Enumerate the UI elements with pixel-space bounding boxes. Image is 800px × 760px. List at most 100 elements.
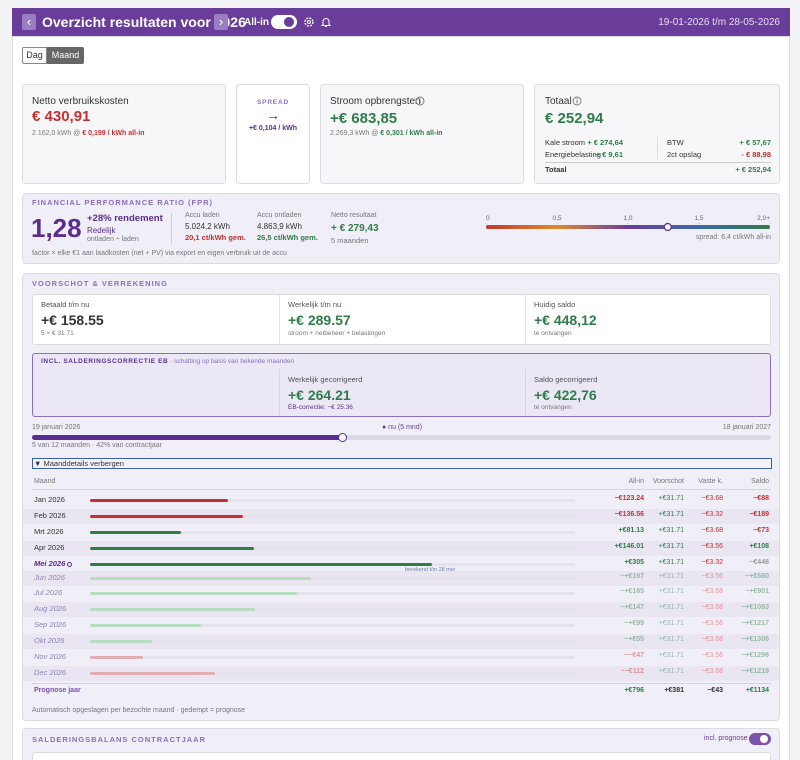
progress-start: 19 januari 2026	[32, 424, 81, 431]
row-label: Energiebelasting	[545, 150, 601, 159]
vaste-value: −€3.56	[701, 543, 723, 550]
stat-sub: 20,1 ct/kWh gem.	[185, 233, 246, 242]
cell-sub: EB-correctie: −€ 25.36	[288, 404, 353, 411]
divider	[171, 213, 172, 244]
column-header: Saldo	[751, 478, 769, 485]
toggle-knob	[284, 17, 294, 27]
tab-day[interactable]: Dag	[22, 47, 47, 64]
cell-amount: +€ 158.55	[41, 312, 104, 328]
allin-bar	[90, 515, 243, 518]
progress-end: 18 januari 2027	[722, 424, 771, 431]
cell-amount: +€ 264.21	[288, 387, 351, 403]
row-label: 2ct opslag	[667, 150, 702, 159]
graphic	[320, 18, 332, 27]
stat-label: Accu ontladen	[257, 212, 302, 219]
details-toggle[interactable]: ▼ Maanddetails verbergen	[32, 458, 772, 469]
toggle-knob	[760, 735, 768, 743]
notification-icon[interactable]	[320, 16, 332, 28]
vaste-value: −€3.68	[701, 588, 723, 595]
page-title: Overzicht resultaten voor 2026	[42, 14, 246, 30]
section-heading: SALDERINGSBALANS CONTRACTJAAR	[32, 735, 207, 744]
row-value: - € 88,98	[741, 150, 771, 159]
info-icon[interactable]	[415, 96, 425, 106]
divider	[279, 295, 280, 344]
cell-amount: +€ 289.57	[288, 312, 351, 328]
month-label: Mei 2026	[34, 559, 66, 568]
voorschot-value: +€31.71	[658, 559, 685, 566]
card-title: Stroom opbrengsten	[330, 96, 421, 107]
vaste-value: −€3.68	[701, 527, 723, 534]
month-label: Sep 2026	[34, 620, 67, 629]
saldo-value: ~+€1219	[741, 668, 769, 675]
card-detail: 2.269,3 kWh @ € 0,301 / kWh all-in	[330, 130, 443, 137]
allin-value: −€123.24	[614, 495, 644, 502]
header-bar	[12, 8, 790, 36]
bar-track	[90, 515, 575, 518]
settings-icon[interactable]	[303, 16, 315, 28]
spread-value: +€ 0,104 / kWh	[248, 125, 298, 132]
saldo-value: ~+€1083	[741, 604, 769, 611]
toggle-label: incl. prognose	[704, 735, 748, 742]
vaste-value: −€3.56	[701, 620, 723, 627]
row-label: BTW	[667, 138, 684, 147]
progress-track	[32, 433, 771, 442]
total-value: + € 252,94	[735, 165, 771, 174]
voorschot-value: +€31.71	[658, 511, 685, 518]
month-label: Apr 2026	[34, 543, 65, 552]
fpr-rating: Redelijk	[87, 226, 116, 235]
cell-amount: +€ 448,12	[534, 312, 597, 328]
allin-value: ~−€47	[624, 652, 644, 659]
cell-sub: stroom + netbeheer + belastingen	[288, 330, 386, 337]
voorschot-value: +€31.71	[658, 588, 685, 595]
total-allin: +€796	[624, 687, 644, 694]
allin-bar	[90, 531, 181, 534]
bar-track	[90, 531, 575, 534]
summary-box	[32, 294, 771, 345]
card-opbrengst	[320, 84, 524, 184]
prognose-toggle[interactable]	[749, 733, 771, 745]
date-range: 19-01-2026 t/m 28-05-2026	[658, 17, 780, 28]
month-label: Nov 2026	[34, 652, 67, 661]
voorschot-value: +€31.71	[658, 604, 685, 611]
saldo-value: ~+€1306	[741, 636, 769, 643]
spread-note: spread: 6,4 ct/kWh all-in	[695, 234, 771, 241]
stat-sub: 5 maanden	[331, 236, 369, 245]
bar-track	[90, 592, 575, 595]
bar-track	[90, 640, 575, 643]
progress-thumb	[338, 433, 348, 442]
vaste-value: −€3.56	[701, 573, 723, 580]
gauge-tick-label: 0	[486, 215, 490, 222]
vaste-value: −€3.32	[701, 559, 723, 566]
row-value: + € 274,64	[587, 138, 623, 147]
toggle-label: All-in	[244, 17, 269, 28]
allin-value: ~+€55	[624, 636, 644, 643]
row-value: + € 57,67	[739, 138, 772, 147]
allin-bar	[90, 547, 254, 550]
bar-track	[90, 608, 575, 611]
allin-bar	[90, 592, 298, 595]
prev-button[interactable]: ‹	[22, 14, 36, 30]
saldo-value: ~+€680	[745, 573, 769, 580]
gauge-tick-label: 1,5	[694, 215, 703, 222]
allin-value: +€305	[624, 559, 644, 566]
saldo-value: −€73	[753, 527, 769, 534]
cell-label: Betaald t/m nu	[41, 300, 90, 309]
allin-bar	[90, 640, 152, 643]
month-label: Mrt 2026	[34, 527, 64, 536]
column-header: Maand	[34, 478, 56, 485]
stat-label: Netto resultaat	[331, 212, 377, 219]
divider	[525, 295, 526, 344]
next-button[interactable]: ›	[214, 14, 228, 30]
fpr-gauge: 0 0,5 1,0 1,5 2,0+	[485, 215, 771, 232]
divider	[657, 137, 658, 159]
section-heading: FINANCIAL PERFORMANCE RATIO (FPR)	[32, 198, 214, 207]
row-label: Kale stroom	[545, 138, 586, 147]
all-in-toggle[interactable]	[271, 15, 297, 29]
month-label: Jul 2026	[34, 588, 63, 597]
cell-label: Huidig saldo	[534, 300, 576, 309]
footnote: Automatisch opgeslagen per bezochte maan…	[32, 707, 246, 714]
tab-month[interactable]: Maand	[47, 47, 84, 64]
info-icon[interactable]	[572, 96, 582, 106]
